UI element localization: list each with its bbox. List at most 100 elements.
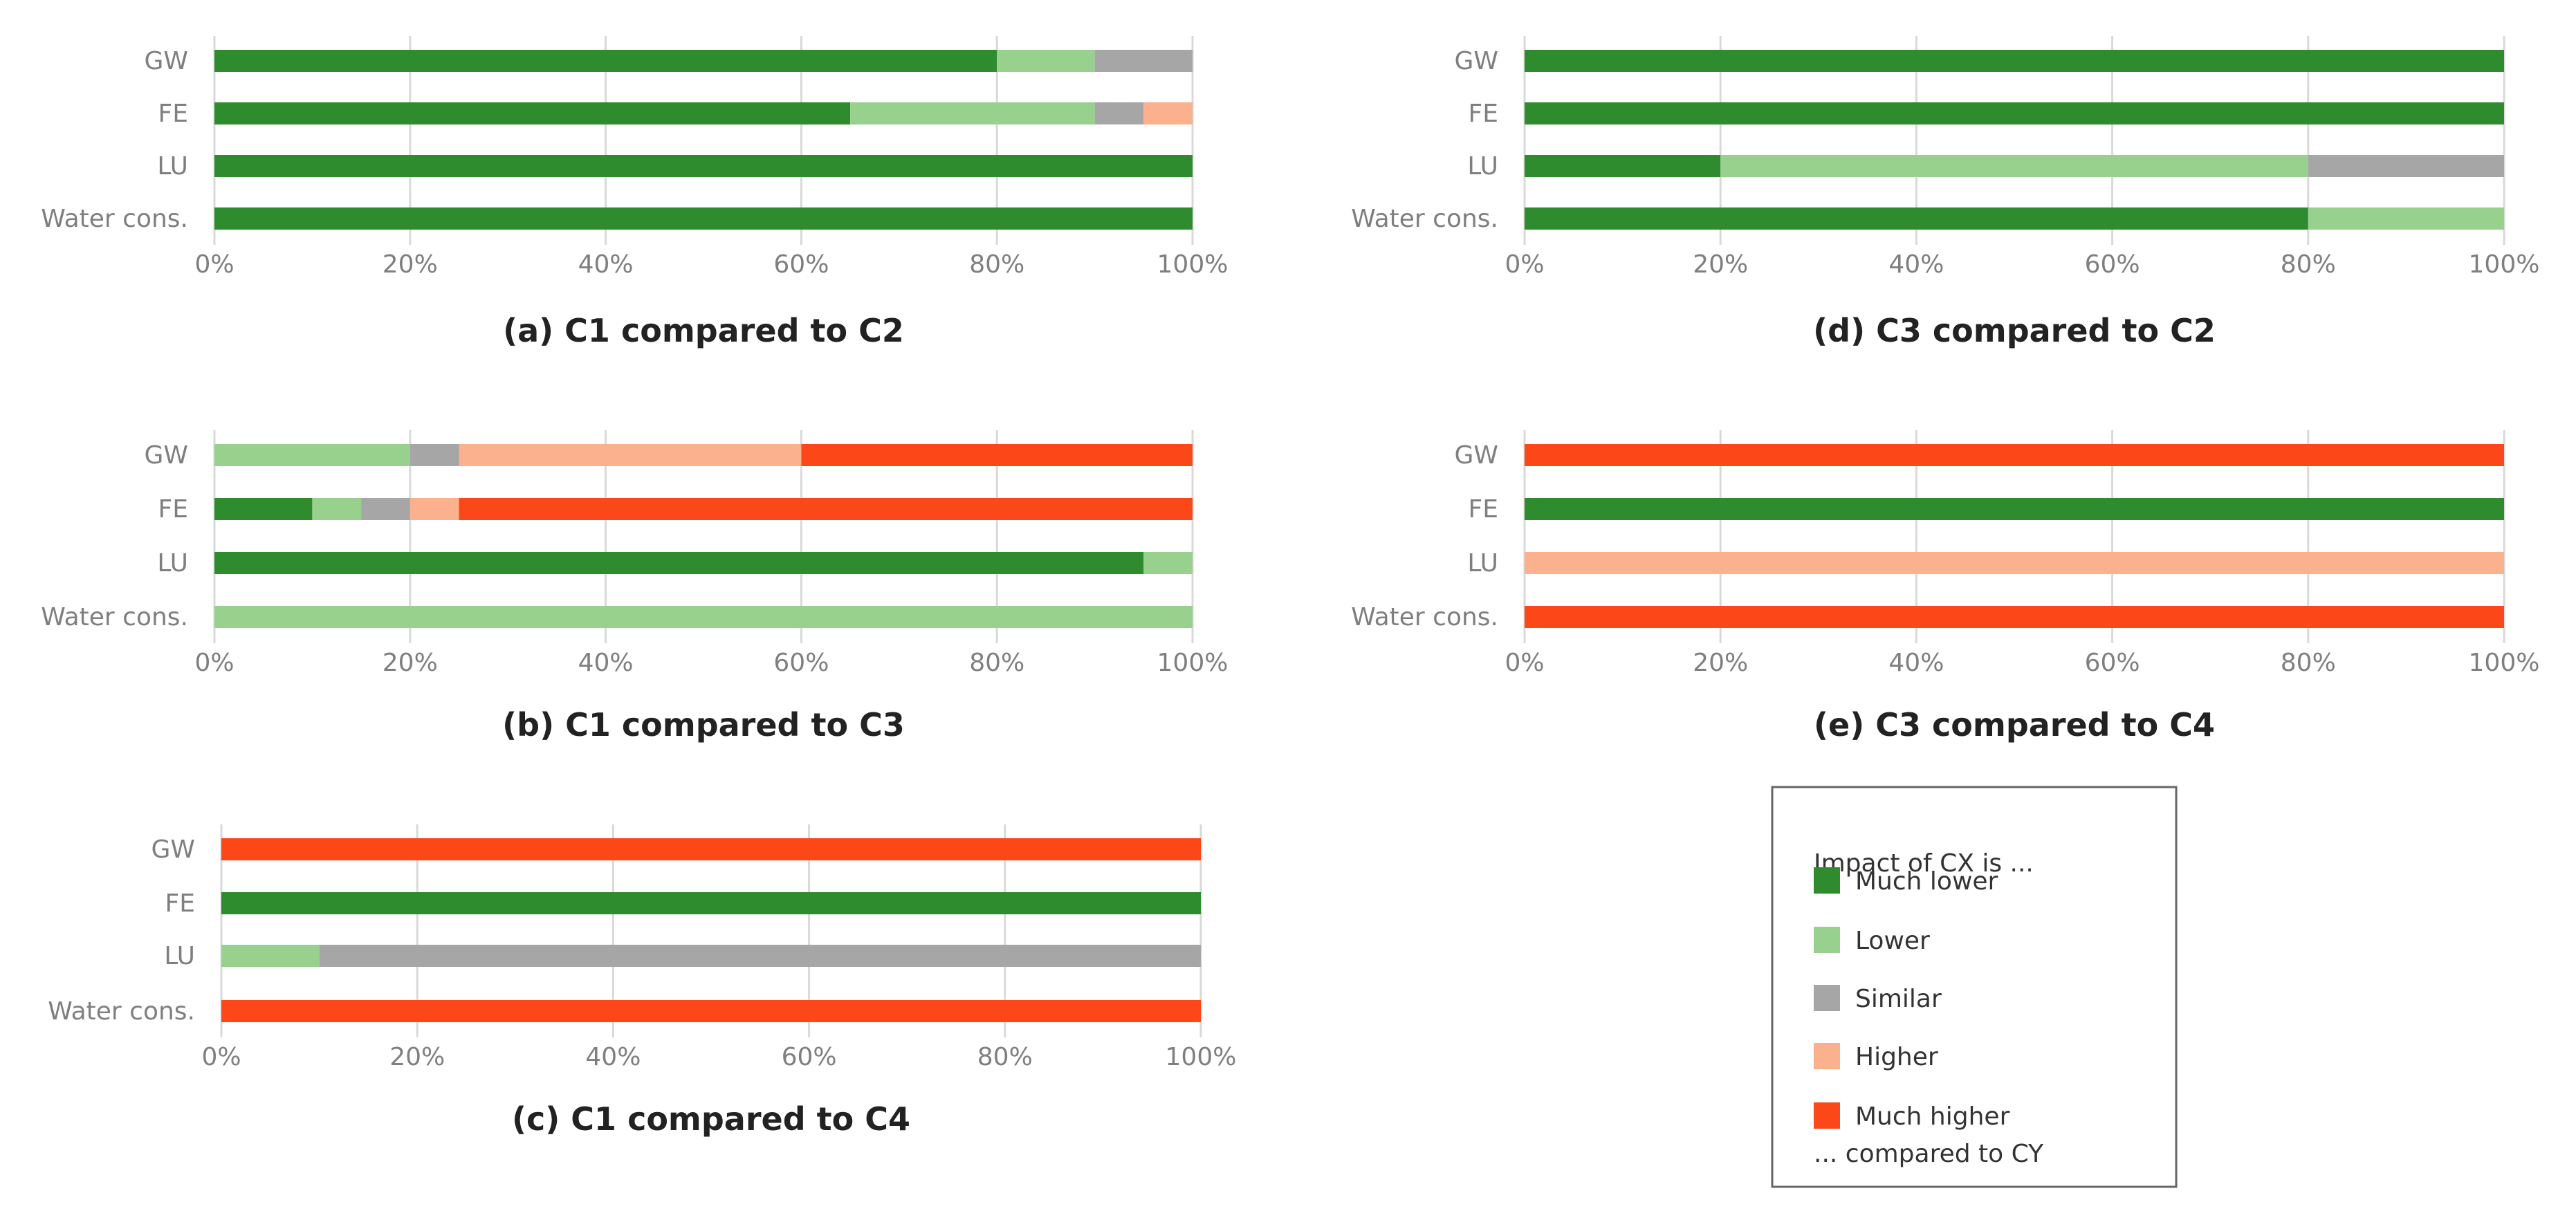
x-tick-label: 60%	[2085, 250, 2140, 279]
chart-title: (d) C3 compared to C2	[1813, 312, 2216, 349]
x-tick-label: 100%	[1157, 250, 1229, 279]
bar-segment	[410, 444, 459, 466]
category-label: LU	[157, 152, 188, 181]
x-tick-label: 40%	[578, 250, 634, 279]
bar-segment	[1143, 102, 1193, 124]
x-tick-label: 80%	[969, 649, 1024, 677]
legend-swatch	[1814, 985, 1840, 1011]
bar-segment	[221, 945, 320, 967]
chart-panel-1: 0% 20% 40% 60% 80% 100% GW FE LU Water cons. (b) C…	[41, 430, 1228, 743]
bar-segment	[1525, 606, 2504, 628]
x-tick-label: 100%	[2469, 250, 2540, 279]
x-tick-label: 60%	[773, 250, 829, 279]
bar-segment	[214, 606, 1193, 628]
bar-segment	[1525, 50, 2504, 72]
bar-segment	[214, 50, 997, 72]
chart-panel-3: 0% 20% 40% 60% 80% 100% GW FE LU Water cons. (d) C…	[1351, 36, 2539, 349]
legend-swatch	[1814, 1043, 1840, 1069]
x-tick-label: 0%	[194, 649, 234, 677]
x-tick-label: 60%	[773, 649, 829, 677]
legend-swatch	[1814, 1102, 1840, 1129]
bar-segment	[801, 444, 1193, 466]
category-label: GW	[1455, 441, 1499, 470]
x-tick-label: 40%	[1888, 649, 1944, 677]
category-label: LU	[1467, 152, 1498, 181]
bar-segment	[1525, 155, 1721, 177]
category-label: Water cons.	[41, 205, 188, 233]
bar-segment	[319, 945, 1202, 967]
category-label: Water cons.	[1351, 603, 1498, 631]
bar-segment	[1525, 444, 2504, 466]
bar-segment	[1525, 207, 2308, 230]
legend-footer: ... compared to CY	[1814, 1140, 2044, 1168]
x-tick-label: 40%	[1888, 250, 1944, 279]
chart-panels: 0% 20% 40% 60% 80% 100% GW FE LU Water cons. (a) C…	[41, 36, 2539, 1138]
legend: Impact of CX is ... Much lower Lower Simil…	[1771, 786, 2178, 1188]
x-tick-label: 60%	[782, 1043, 837, 1071]
chart-title: (c) C1 compared to C4	[512, 1100, 910, 1138]
x-tick-label: 20%	[1693, 649, 1748, 677]
x-tick-label: 40%	[585, 1043, 641, 1071]
category-label: Water cons.	[41, 603, 188, 631]
chart-title: (a) C1 compared to C2	[503, 312, 904, 349]
bar-segment	[1525, 102, 2504, 124]
bar-segment	[2308, 207, 2504, 230]
bar-segment	[361, 498, 410, 520]
category-label: LU	[1467, 549, 1498, 577]
chart-panel-2: 0% 20% 40% 60% 80% 100% GW FE LU Water cons. (c) C…	[48, 824, 1236, 1138]
category-label: FE	[158, 495, 188, 524]
x-tick-label: 0%	[194, 250, 234, 279]
bar-segment	[214, 102, 851, 124]
x-tick-label: 20%	[383, 250, 438, 279]
bar-segment	[312, 498, 362, 520]
bar-segment	[1525, 498, 2504, 520]
x-tick-label: 20%	[1693, 250, 1748, 279]
legend-item-label: Lower	[1855, 927, 1930, 955]
bar-segment	[997, 50, 1095, 72]
x-tick-label: 80%	[2281, 250, 2336, 279]
x-tick-label: 100%	[1166, 1043, 1237, 1071]
bar-segment	[459, 498, 1193, 520]
category-label: GW	[151, 835, 196, 864]
category-label: GW	[145, 47, 189, 75]
bar-segment	[1094, 102, 1144, 124]
bar-segment	[2308, 155, 2504, 177]
category-label: FE	[1469, 495, 1498, 524]
category-label: GW	[1455, 47, 1499, 75]
bar-segment	[1720, 155, 2308, 177]
x-tick-label: 0%	[1505, 250, 1544, 279]
bar-segment	[850, 102, 1095, 124]
category-label: FE	[1469, 100, 1498, 128]
x-tick-label: 0%	[201, 1043, 241, 1071]
x-tick-label: 100%	[1157, 649, 1229, 677]
bar-segment	[214, 552, 1144, 574]
legend-items: Much lower Lower Similar Higher Much higher	[1814, 867, 2010, 1131]
bar-segment	[221, 838, 1201, 860]
x-tick-label: 20%	[389, 1043, 445, 1071]
category-label: FE	[165, 889, 195, 918]
category-label: FE	[158, 100, 188, 128]
bar-segment	[214, 207, 1193, 230]
chart-panel-0: 0% 20% 40% 60% 80% 100% GW FE LU Water cons. (a) C…	[41, 36, 1228, 349]
category-label: LU	[164, 942, 195, 970]
bar-segment	[1094, 50, 1193, 72]
bar-segment	[214, 444, 410, 466]
x-tick-label: 80%	[977, 1043, 1033, 1071]
chart-panel-4: 0% 20% 40% 60% 80% 100% GW FE LU Water cons. (e) C…	[1351, 430, 2539, 743]
x-tick-label: 100%	[2469, 649, 2540, 677]
bar-segment	[459, 444, 802, 466]
x-tick-label: 80%	[969, 250, 1024, 279]
chart-title: (b) C1 compared to C3	[502, 706, 905, 743]
category-label: LU	[157, 549, 188, 577]
category-label: Water cons.	[1351, 205, 1498, 233]
bar-segment	[221, 892, 1201, 914]
x-tick-label: 80%	[2281, 649, 2336, 677]
category-label: GW	[145, 441, 189, 470]
legend-title: Impact of CX is ...	[1814, 849, 2034, 878]
bar-segment	[410, 498, 459, 520]
legend-item-label: Much lower	[1855, 867, 1998, 896]
category-label: Water cons.	[48, 997, 195, 1026]
x-tick-label: 0%	[1505, 649, 1544, 677]
bar-segment	[214, 498, 313, 520]
